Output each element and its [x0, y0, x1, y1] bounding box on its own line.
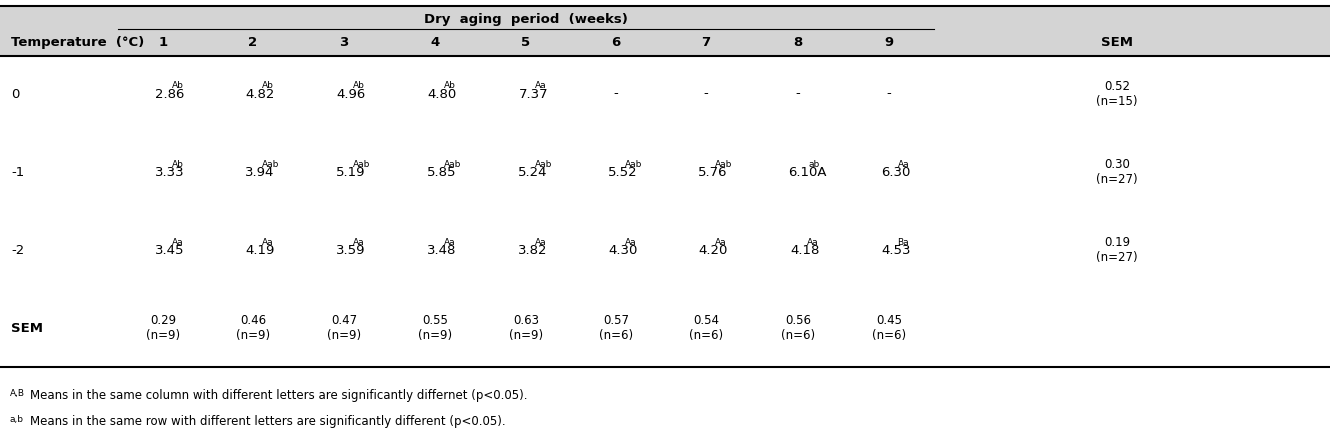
Text: 3.33: 3.33 [156, 166, 185, 178]
Text: ab: ab [809, 160, 819, 168]
Text: 4.53: 4.53 [882, 243, 911, 256]
Text: 4.19: 4.19 [246, 243, 275, 256]
Text: 3.48: 3.48 [427, 243, 456, 256]
Text: 5.24: 5.24 [519, 166, 548, 178]
Text: Means in the same column with different letters are significantly differnet (p<0: Means in the same column with different … [31, 389, 528, 402]
Text: Aa: Aa [806, 238, 818, 246]
Text: 4.96: 4.96 [336, 88, 366, 101]
Text: SEM: SEM [1101, 36, 1133, 49]
Text: 7.37: 7.37 [519, 88, 548, 101]
Text: Aab: Aab [714, 160, 732, 168]
Text: Ab: Ab [352, 82, 364, 91]
Text: 5: 5 [521, 36, 531, 49]
Text: 4.18: 4.18 [790, 243, 819, 256]
Text: Ba: Ba [898, 238, 910, 246]
Text: 5.76: 5.76 [698, 166, 728, 178]
Text: Means in the same row with different letters are significantly different (p<0.05: Means in the same row with different let… [31, 415, 505, 428]
Text: 3.59: 3.59 [336, 243, 366, 256]
Text: 0.30
(n=27): 0.30 (n=27) [1096, 158, 1137, 186]
Text: 0.47
(n=9): 0.47 (n=9) [327, 314, 360, 342]
Text: 0.29
(n=9): 0.29 (n=9) [146, 314, 180, 342]
Text: 0.54
(n=6): 0.54 (n=6) [689, 314, 724, 342]
Text: a,b: a,b [11, 415, 24, 424]
Text: 3.82: 3.82 [519, 243, 548, 256]
Text: A,B: A,B [11, 389, 25, 398]
Text: 2: 2 [249, 36, 258, 49]
Text: 4.20: 4.20 [698, 243, 728, 256]
Text: 6: 6 [612, 36, 621, 49]
Text: Ab: Ab [262, 82, 274, 91]
Text: 6.30: 6.30 [882, 166, 911, 178]
Text: Aa: Aa [898, 160, 910, 168]
Text: Aab: Aab [625, 160, 642, 168]
Text: Aab: Aab [262, 160, 279, 168]
Text: 5.85: 5.85 [427, 166, 458, 178]
Text: Temperature  (°C): Temperature (°C) [11, 36, 144, 49]
Text: Aa: Aa [535, 82, 547, 91]
Text: 0.19
(n=27): 0.19 (n=27) [1096, 236, 1137, 264]
Text: -: - [613, 88, 618, 101]
Text: 0: 0 [11, 88, 20, 101]
Text: 0.63
(n=9): 0.63 (n=9) [509, 314, 543, 342]
Text: 3.45: 3.45 [156, 243, 185, 256]
Text: Ab: Ab [444, 82, 455, 91]
Text: 0.57
(n=6): 0.57 (n=6) [598, 314, 633, 342]
Text: 2.86: 2.86 [156, 88, 185, 101]
Text: Aa: Aa [172, 238, 184, 246]
Text: Aa: Aa [625, 238, 636, 246]
Text: 9: 9 [884, 36, 894, 49]
Text: 0.45
(n=6): 0.45 (n=6) [872, 314, 906, 342]
Text: 5.19: 5.19 [336, 166, 366, 178]
Text: 8: 8 [794, 36, 802, 49]
Text: Aa: Aa [262, 238, 273, 246]
Text: -1: -1 [11, 166, 24, 178]
Text: 0.56
(n=6): 0.56 (n=6) [781, 314, 815, 342]
Text: 4.80: 4.80 [427, 88, 456, 101]
Text: 4.82: 4.82 [246, 88, 275, 101]
Bar [0, 6, 1330, 55]
Text: -: - [795, 88, 801, 101]
Text: Ab: Ab [172, 82, 184, 91]
Text: 3: 3 [339, 36, 348, 49]
Text: 3.94: 3.94 [246, 166, 275, 178]
Text: Aab: Aab [535, 160, 552, 168]
Text: 0.52
(n=15): 0.52 (n=15) [1096, 80, 1137, 108]
Text: Dry  aging  period  (weeks): Dry aging period (weeks) [424, 13, 628, 25]
Text: -: - [887, 88, 891, 101]
Text: SEM: SEM [11, 321, 43, 334]
Text: 5.52: 5.52 [608, 166, 638, 178]
Text: 6.10A: 6.10A [789, 166, 827, 178]
Text: -2: -2 [11, 243, 24, 256]
Text: 0.55
(n=9): 0.55 (n=9) [418, 314, 452, 342]
Text: 7: 7 [701, 36, 710, 49]
Text: 4.30: 4.30 [608, 243, 638, 256]
Text: Aab: Aab [444, 160, 462, 168]
Text: Aa: Aa [714, 238, 726, 246]
Text: Aa: Aa [535, 238, 547, 246]
Text: 4: 4 [431, 36, 440, 49]
Text: -: - [704, 88, 709, 101]
Text: Aab: Aab [352, 160, 370, 168]
Text: 1: 1 [158, 36, 168, 49]
Text: 0.46
(n=9): 0.46 (n=9) [235, 314, 270, 342]
Text: Aa: Aa [444, 238, 455, 246]
Text: Ab: Ab [172, 160, 184, 168]
Text: Aa: Aa [352, 238, 364, 246]
